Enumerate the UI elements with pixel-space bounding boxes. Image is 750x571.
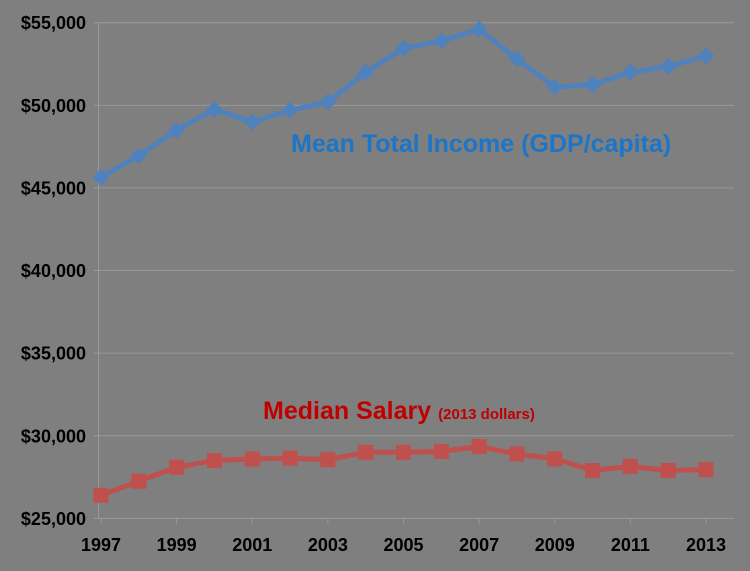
y-axis-label: $55,000 [21, 13, 86, 33]
y-axis-label: $35,000 [21, 344, 86, 364]
y-axis-label: $45,000 [21, 178, 86, 198]
data-point-square-marker [509, 446, 525, 462]
series-label-median-salary: Median Salary (2013 dollars) [263, 397, 535, 426]
x-axis-label: 2001 [232, 535, 272, 555]
data-point-square-marker [131, 473, 147, 489]
data-point-diamond-marker [621, 63, 639, 81]
data-point-diamond-marker [281, 101, 299, 119]
data-point-square-marker [244, 451, 260, 467]
series-label-median-salary-annotation: (2013 dollars) [438, 406, 535, 423]
data-point-diamond-marker [130, 147, 148, 165]
x-axis-label: 2011 [611, 535, 650, 555]
data-point-square-marker [698, 462, 714, 478]
data-point-diamond-marker [243, 113, 261, 131]
data-point-diamond-marker [584, 76, 602, 94]
data-point-diamond-marker [432, 32, 450, 50]
data-point-square-marker [206, 453, 222, 469]
data-point-diamond-marker [659, 57, 677, 75]
x-axis-label: 2009 [535, 535, 575, 555]
data-point-square-marker [320, 452, 336, 468]
data-point-square-marker [547, 451, 563, 467]
data-point-square-marker [169, 459, 185, 475]
data-point-diamond-marker [546, 78, 564, 96]
data-point-square-marker [282, 450, 298, 466]
y-axis-label: $30,000 [21, 426, 86, 446]
y-axis-label: $40,000 [21, 261, 86, 281]
data-point-diamond-marker [168, 121, 186, 139]
data-point-square-marker [396, 444, 411, 460]
data-point-diamond-marker [205, 100, 223, 118]
data-point-diamond-marker [92, 168, 110, 186]
data-point-square-marker [585, 462, 601, 478]
data-point-diamond-marker [319, 93, 337, 111]
data-point-square-marker [471, 439, 487, 455]
series-label-mean-total-income-text: Mean Total Income (GDP/capita) [291, 130, 672, 158]
x-axis-label: 1999 [157, 535, 197, 555]
x-axis-label: 1997 [81, 535, 121, 555]
data-point-diamond-marker [470, 20, 488, 38]
x-axis-label: 2013 [686, 535, 726, 555]
data-point-diamond-marker [395, 39, 412, 57]
data-point-diamond-marker [697, 47, 715, 65]
x-axis-label: 2003 [308, 535, 348, 555]
y-axis-label: $25,000 [21, 509, 86, 529]
data-point-square-marker [358, 444, 374, 460]
data-point-square-marker [93, 487, 109, 503]
data-point-diamond-marker [508, 50, 526, 68]
x-axis-label: 2005 [383, 535, 423, 555]
data-point-diamond-marker [357, 63, 375, 81]
x-axis-label: 2007 [459, 535, 499, 555]
y-axis-label: $50,000 [21, 96, 86, 116]
data-point-square-marker [622, 458, 638, 474]
data-point-square-marker [660, 462, 676, 478]
data-point-square-marker [433, 443, 449, 459]
series-label-mean-total-income: Mean Total Income (GDP/capita) [291, 130, 671, 159]
series-label-median-salary-text: Median Salary [263, 397, 432, 425]
